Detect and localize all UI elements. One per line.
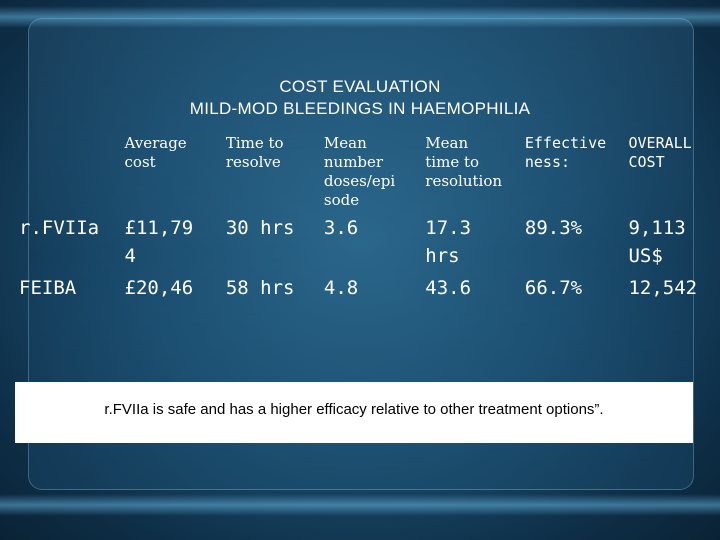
conclusion-note: r.FVIIa is safe and has a higher efficac…: [15, 382, 693, 443]
header-time-to-resolve: Time to resolve: [225, 134, 284, 171]
title-line-1: COST EVALUATION: [279, 77, 441, 96]
conclusion-text: r.FVIIa is safe and has a higher efficac…: [104, 401, 604, 418]
table-cell: 12,542: [628, 277, 698, 299]
table-row: FEIBA £20,46 58 hrs 4.8 43.6 66.7% 12,54…: [15, 272, 720, 304]
header-row: Average cost Time to resolve Mean number dos…: [15, 132, 720, 212]
glow-bar-top: [0, 6, 720, 28]
header-average-cost: Average cost: [124, 134, 187, 171]
table-cell: £20,46: [124, 277, 194, 299]
table-cell: 58 hrs: [225, 277, 295, 299]
table-cell: 66.7%: [524, 277, 583, 299]
header-overall-cost: OVERALL COST: [628, 134, 692, 171]
header-effectiveness: Effective ness:: [524, 134, 607, 171]
title-line-2: MILD-MOD BLEEDINGS IN HAEMOPHILIA: [189, 99, 531, 118]
header-mean-number-doses: Mean number doses/epi sode: [323, 134, 396, 209]
header-cell-empty: [15, 132, 121, 212]
row-label-feiba: FEIBA: [19, 277, 77, 299]
header-mean-time-to-resolution: Mean time to resolution: [425, 134, 503, 190]
table-cell: 43.6: [425, 277, 472, 299]
table-cell: 30 hrs: [225, 217, 295, 239]
row-label-rfviia: r.FVIIa: [19, 217, 100, 239]
table-cell: 89.3%: [524, 217, 583, 239]
table-cell: 9,113 US$: [628, 217, 686, 267]
table-cell: 4.8: [323, 277, 359, 299]
glow-bar-bottom: [0, 494, 720, 516]
slide-title: COST EVALUATION MILD-MOD BLEEDINGS IN HA…: [0, 76, 720, 120]
table-cell: 17.3 hrs: [425, 217, 472, 267]
cost-table: Average cost Time to resolve Mean number dos…: [15, 132, 720, 304]
table-cell: 3.6: [323, 217, 359, 239]
table-row: r.FVIIa £11,79 4 30 hrs 3.6 17.3 hrs 89.3%…: [15, 212, 720, 272]
table-cell: £11,79 4: [124, 217, 194, 267]
